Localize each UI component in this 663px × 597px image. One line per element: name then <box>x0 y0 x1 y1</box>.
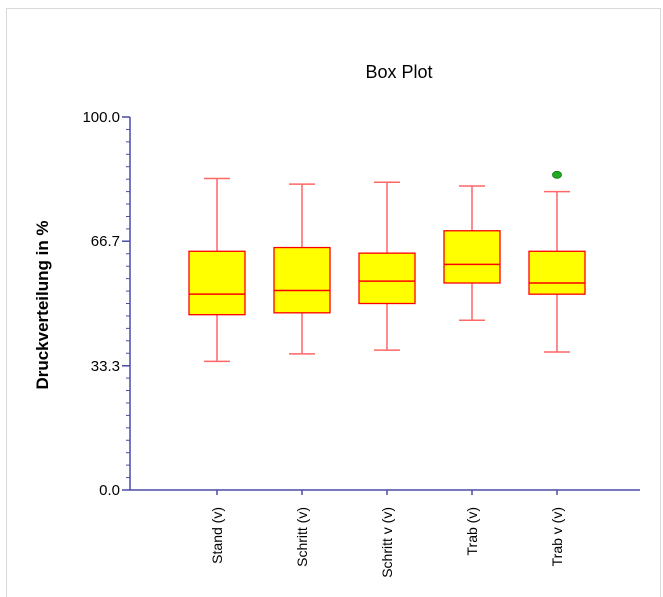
box-3 <box>358 181 416 351</box>
x-category-label: Trab (v) <box>464 507 480 555</box>
chart-frame <box>6 8 661 597</box>
box-2 <box>273 183 331 355</box>
x-category-label: Schritt (v) <box>294 507 310 567</box>
iqr-box <box>273 246 331 314</box>
y-tick-label: 33.3 <box>91 358 120 375</box>
iqr-box <box>358 252 416 305</box>
box-5 <box>528 190 586 353</box>
x-category-label: Trab v (v) <box>549 507 565 566</box>
iqr-box <box>188 250 246 316</box>
outlier-point <box>552 170 562 179</box>
y-axis-label: Druckverteilung in % <box>33 220 52 389</box>
x-category-label: Schritt v (v) <box>379 507 395 578</box>
box-1 <box>188 177 246 363</box>
y-tick-label: 0.0 <box>99 482 120 499</box>
chart-title: Box Plot <box>365 62 432 82</box>
iqr-box <box>443 230 501 284</box>
box-4 <box>443 185 501 322</box>
y-tick-label: 100.0 <box>82 109 120 126</box>
y-tick-label: 66.7 <box>91 233 120 250</box>
iqr-box <box>528 250 586 295</box>
x-category-label: Stand (v) <box>209 507 225 564</box>
